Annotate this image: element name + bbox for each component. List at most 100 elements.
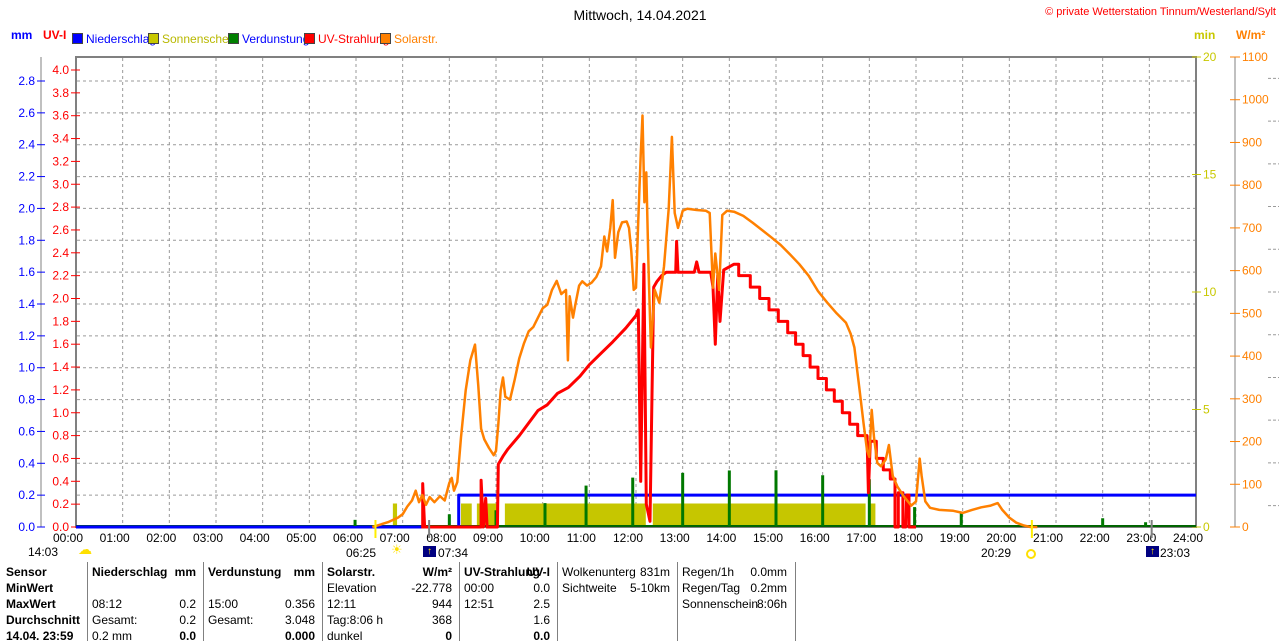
legend-label: Solarstr. [394, 32, 439, 46]
legend: Niederschlag Sonnenschein Verdunstung UV-St… [0, 0, 1280, 50]
sonnenschein-bar [392, 503, 398, 527]
table-cell-value: -22.778 [411, 581, 452, 595]
mm-tick-label: 2.4 [18, 138, 35, 152]
uvi-tick-label: 3.4 [52, 132, 69, 146]
moon-arrow-icon: ↑ [423, 546, 436, 557]
wm2-tick-label: 500 [1242, 306, 1262, 320]
uvi-tick-label: 2.0 [52, 292, 69, 306]
table-cell-label: 14.04. 23:59 [6, 629, 74, 641]
min-tick-label: 20 [1203, 50, 1217, 64]
time-tick-label: 23:00 [1126, 531, 1156, 545]
time-tick-label: 14:00 [706, 531, 736, 545]
uvi-tick-label: 2.6 [52, 223, 69, 237]
table-cell-value: mm [293, 565, 315, 579]
sunset-time: 20:29 [981, 546, 1012, 560]
chart-plot: 0.0 0.2 0.4 0.6 0.8 1.0 1.2 1.4 1.6 1.8 2.0 2.2 2.4 2… [18, 50, 1279, 545]
legend-swatch-icon [72, 33, 83, 44]
mm-tick-label: 0.2 [18, 488, 35, 502]
table-cell-value: 0.0 [179, 629, 196, 641]
time-tick-label: 08:00 [426, 531, 456, 545]
wm2-tick-label: 600 [1242, 264, 1262, 278]
table-cell: Elevation -22.778 [327, 581, 452, 596]
mm-tick-label: 1.8 [18, 233, 35, 247]
uvi-tick-label: 0.2 [52, 497, 69, 511]
uvi-tick-label: 3.0 [52, 177, 69, 191]
table-cell-label: Solarstr. [327, 565, 376, 579]
sonnenschein-bar [504, 503, 646, 527]
table-cell: Sichtweite 5-10km [562, 581, 670, 596]
uvi-tick-label: 0.4 [52, 474, 69, 488]
time-tick-label: 00:00 [53, 531, 83, 545]
uvi-tick-label: 0.0 [52, 520, 69, 534]
time-tick-label: 21:00 [1033, 531, 1063, 545]
table-cell: Solarstr. W/m² [327, 565, 452, 580]
uvi-tick-label: 1.8 [52, 314, 69, 328]
table-cell-value: 8:06h [756, 597, 787, 611]
uvi-tick-label: 2.2 [52, 269, 69, 283]
time-tick-label: 07:00 [380, 531, 410, 545]
table-cell: Regen/1h 0.0mm [682, 565, 787, 580]
moon-prev-time: 14:03 [28, 545, 59, 559]
uvi-tick-label: 2.8 [52, 200, 69, 214]
time-tick-label: 12:00 [613, 531, 643, 545]
uvi-tick-label: 1.6 [52, 337, 69, 351]
sunrise-time: 06:25 [346, 546, 377, 560]
sun-outline-icon [1026, 549, 1036, 559]
table-cell-label: Sonnenschein [682, 597, 759, 611]
table-cell: Niederschlag mm [92, 565, 196, 580]
wm2-tick-label: 700 [1242, 221, 1262, 235]
mm-tick-label: 1.0 [18, 361, 35, 375]
wm2-tick-label: 0 [1242, 520, 1249, 534]
uvi-tick-label: 4.0 [52, 63, 69, 77]
table-cell-value: 831m [639, 565, 670, 579]
uvi-tick-label: 1.2 [52, 383, 69, 397]
uvi-tick-label: 0.8 [52, 429, 69, 443]
table-cell-value: 0.2mm [750, 581, 787, 595]
niederschlag-line [76, 493, 1196, 529]
table-cell: 15:00 0.356 [208, 597, 315, 612]
table-cell: Gesamt: 3.048 [208, 613, 315, 628]
table-cell: Regen/Tag 0.2mm [682, 581, 787, 596]
table-cell-value: 2.5 [533, 597, 550, 611]
mm-tick-label: 0.6 [18, 424, 35, 438]
table-column-separator [459, 562, 460, 641]
table-cell-label: MinWert [6, 581, 54, 595]
table-cell-label: Niederschlag [92, 565, 168, 579]
solarstr-line [371, 114, 1038, 529]
table-cell-label: 15:00 [208, 597, 239, 611]
stats-table: Sensor MinWert MaxWert Durchschnitt 14.04. 2… [0, 560, 1280, 641]
wm2-tick-label: 900 [1242, 135, 1262, 149]
table-cell-value: 1.6 [533, 613, 550, 627]
min-tick-label: 15 [1203, 168, 1217, 182]
time-tick-label: 15:00 [753, 531, 783, 545]
table-cell: MaxWert [6, 597, 80, 612]
time-tick-label: 19:00 [940, 531, 970, 545]
table-cell-label: Tag:8:06 h [327, 613, 384, 627]
uvi-tick-label: 3.2 [52, 154, 69, 168]
table-cell-value: 368 [431, 613, 452, 627]
uvi-tick-label: 1.0 [52, 406, 69, 420]
table-cell: 0.0 [464, 629, 550, 641]
table-cell-label: Gesamt: [208, 613, 254, 627]
copyright: © private Wetterstation Tinnum/Westerlan… [1045, 6, 1276, 18]
table-column-separator [203, 562, 204, 641]
uvi-tick-label: 1.4 [52, 360, 69, 374]
legend-swatch-icon [380, 33, 391, 44]
sonnenschein-bar [652, 503, 866, 527]
wm2-tick-label: 1100 [1242, 50, 1268, 64]
table-cell: Durchschnitt [6, 613, 80, 628]
table-cell-value: 0.0 [533, 581, 550, 595]
uvi-axis-unit-label: UV-I [43, 28, 67, 42]
time-tick-label: 01:00 [100, 531, 130, 545]
moon-arrow-icon: ↑ [1146, 546, 1159, 557]
wm2-tick-label: 800 [1242, 178, 1262, 192]
table-cell-label: Durchschnitt [6, 613, 81, 627]
moon-cloud-icon: ☁ [78, 542, 92, 558]
table-cell-label: 08:12 [92, 597, 123, 611]
time-tick-label: 17:00 [846, 531, 876, 545]
table-cell-label: Elevation [327, 581, 377, 595]
legend-swatch-icon [228, 33, 239, 44]
table-cell: 0.2 mm 0.0 [92, 629, 196, 641]
table-cell: Sensor [6, 565, 80, 580]
